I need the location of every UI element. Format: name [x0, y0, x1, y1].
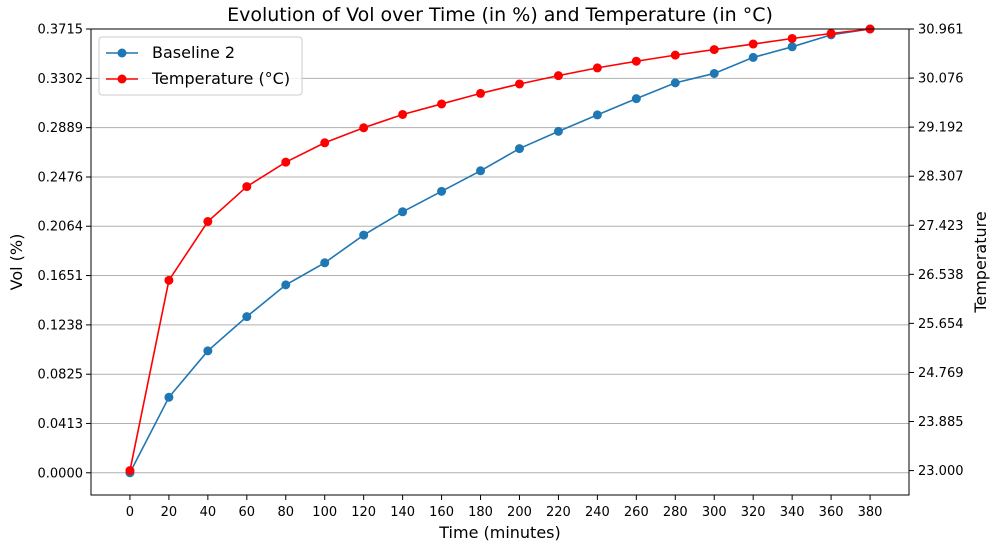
data-point-baseline — [670, 78, 680, 88]
legend-box — [98, 36, 303, 96]
data-point-temperature — [592, 63, 602, 73]
y2-tick-label: 25.654 — [918, 317, 964, 332]
series-line-baseline — [129, 28, 871, 474]
x-tick-label: 340 — [780, 505, 805, 520]
data-point-baseline — [320, 258, 330, 268]
data-point-baseline — [398, 207, 408, 217]
y2-axis-label: Temperature — [971, 211, 990, 313]
y2-tick-label: 28.307 — [918, 170, 964, 185]
y-tick-label: 0.3302 — [38, 72, 84, 87]
data-point-baseline — [592, 110, 602, 120]
y-tick-label: 0.1651 — [38, 269, 84, 284]
data-point-baseline — [242, 312, 252, 322]
series-line-temperature — [129, 28, 871, 471]
y-tick-label: 0.2889 — [38, 121, 84, 136]
y-tick-label: 0.0825 — [38, 368, 84, 383]
x-tick-label: 120 — [351, 505, 376, 520]
data-point-temperature — [826, 28, 836, 38]
data-point-temperature — [670, 50, 680, 60]
x-tick-label: 240 — [585, 505, 610, 520]
data-point-baseline — [359, 230, 369, 240]
data-point-temperature — [281, 157, 291, 167]
legend-marker-temperature — [117, 74, 127, 84]
y2-tick-label: 24.769 — [918, 366, 964, 381]
x-tick-label: 160 — [429, 505, 454, 520]
x-tick-label: 140 — [390, 505, 415, 520]
legend: Baseline 2 Temperature (°C) — [98, 36, 303, 96]
data-point-temperature — [437, 99, 447, 109]
legend-label-temperature: Temperature (°C) — [151, 69, 290, 88]
data-point-temperature — [748, 39, 758, 49]
data-point-baseline — [203, 346, 213, 356]
data-point-temperature — [709, 45, 719, 55]
data-point-baseline — [553, 126, 563, 136]
y2-tick-label: 23.885 — [918, 415, 964, 430]
y-axis-left: 0.0000 0.0413 0.0825 0.1238 0.1651 0.2064 0.24… — [38, 23, 91, 481]
legend-label-baseline: Baseline 2 — [152, 43, 235, 62]
y2-tick-label: 26.538 — [918, 268, 964, 283]
y-tick-label: 0.3715 — [38, 23, 84, 38]
data-point-temperature — [514, 79, 524, 89]
x-tick-label: 360 — [819, 505, 844, 520]
x-tick-label: 180 — [468, 505, 493, 520]
data-point-temperature — [398, 109, 408, 119]
data-point-temperature — [320, 138, 330, 148]
x-tick-label: 220 — [546, 505, 571, 520]
data-point-temperature — [125, 466, 135, 476]
y-tick-label: 0.0000 — [38, 466, 84, 481]
y2-tick-label: 30.076 — [918, 72, 964, 87]
y2-tick-label: 29.192 — [918, 121, 964, 136]
plot-frame — [90, 28, 910, 496]
data-point-baseline — [787, 42, 797, 52]
data-point-baseline — [164, 392, 174, 402]
x-tick-label: 380 — [858, 505, 883, 520]
data-point-temperature — [476, 88, 486, 98]
y-axis-right: 23.000 23.885 24.769 25.654 26.538 27.423 28.3… — [909, 23, 964, 479]
x-tick-label: 40 — [200, 505, 217, 520]
data-point-baseline — [476, 166, 486, 176]
x-tick-label: 260 — [624, 505, 649, 520]
data-point-baseline — [514, 144, 524, 154]
data-point-temperature — [164, 275, 174, 285]
y-tick-label: 0.2476 — [38, 171, 84, 186]
data-point-baseline — [631, 94, 641, 104]
data-point-temperature — [359, 123, 369, 133]
x-axis: 0 20 40 60 80 100 120 140 160 180 200 220 240 260 280 3… — [126, 495, 883, 520]
x-tick-label: 200 — [507, 505, 532, 520]
data-point-baseline — [709, 68, 719, 78]
x-axis-label: Time (minutes) — [438, 523, 561, 542]
data-point-baseline — [748, 52, 758, 62]
x-tick-label: 280 — [663, 505, 688, 520]
x-tick-label: 0 — [126, 505, 134, 520]
data-point-temperature — [242, 182, 252, 192]
y-tick-label: 0.1238 — [38, 318, 84, 333]
x-tick-label: 80 — [277, 505, 294, 520]
data-point-temperature — [631, 56, 641, 66]
y-tick-label: 0.0413 — [38, 417, 84, 432]
data-point-temperature — [553, 71, 563, 81]
data-point-temperature — [203, 217, 213, 227]
x-tick-label: 20 — [161, 505, 178, 520]
x-tick-label: 60 — [239, 505, 256, 520]
chart-title: Evolution of Vol over Time (in %) and Te… — [227, 4, 773, 26]
data-point-baseline — [437, 186, 447, 196]
y2-tick-label: 23.000 — [918, 464, 964, 479]
data-point-temperature — [787, 33, 797, 43]
grid-lines — [91, 28, 909, 474]
x-tick-label: 100 — [312, 505, 337, 520]
y2-tick-label: 27.423 — [918, 219, 964, 234]
series-layer — [125, 24, 875, 478]
y-axis-label: Vol (%) — [7, 234, 26, 291]
y-tick-label: 0.2064 — [38, 220, 84, 235]
x-tick-label: 300 — [702, 505, 727, 520]
y2-tick-label: 30.961 — [918, 23, 964, 38]
legend-marker-baseline — [117, 48, 127, 58]
x-tick-label: 320 — [741, 505, 766, 520]
data-point-baseline — [281, 280, 291, 290]
